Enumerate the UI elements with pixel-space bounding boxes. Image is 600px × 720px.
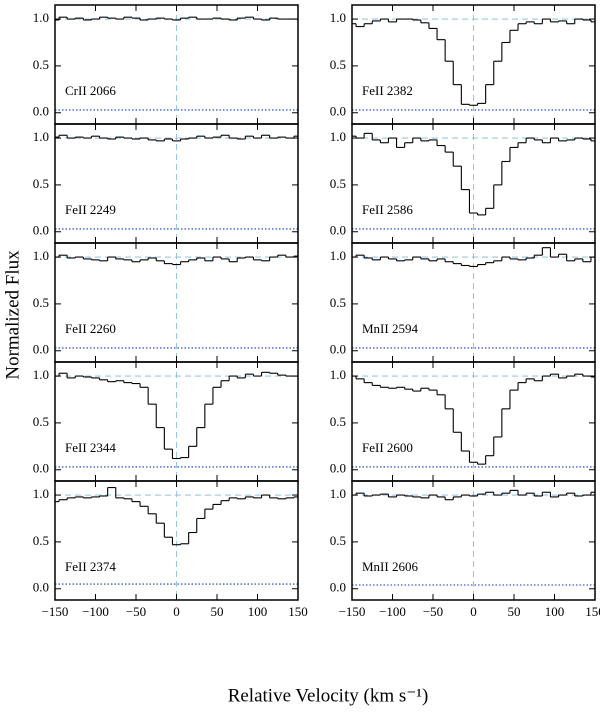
y-tick-label: 0.5 — [33, 414, 49, 429]
ion-label: FeII 2249 — [65, 202, 116, 217]
x-tick-label: 50 — [211, 604, 224, 619]
x-axis-label: Relative Velocity (km s⁻¹) — [228, 685, 429, 706]
ion-label: CrII 2066 — [65, 83, 116, 98]
panel: 0.0 0.5 1.0 FeII 2249 — [33, 123, 299, 244]
y-axis-label: Normalized Flux — [2, 250, 23, 380]
x-tick-label: −150 — [42, 604, 69, 619]
y-tick-label: 0.0 — [33, 104, 49, 119]
y-tick-label: 0.5 — [330, 295, 346, 310]
y-tick-label: 1.0 — [33, 10, 49, 25]
panel: 0.0 0.5 1.0 FeII 2382 — [330, 4, 596, 125]
panel: 0.0 0.5 1.0 FeII 2260 — [33, 242, 299, 363]
x-tick-label: −50 — [423, 604, 443, 619]
y-tick-label: 0.0 — [330, 580, 346, 595]
x-tick-label: 0 — [470, 604, 477, 619]
x-tick-label: −150 — [339, 604, 366, 619]
y-tick-label: 0.5 — [330, 176, 346, 191]
panel-frame — [54, 480, 299, 601]
panel: 0.0 0.5 1.0 FeII 2600 — [330, 361, 596, 482]
y-tick-label: 0.5 — [330, 414, 346, 429]
y-tick-label: 0.5 — [330, 533, 346, 548]
ion-label: FeII 2260 — [65, 321, 116, 336]
x-tick-label: 100 — [248, 604, 268, 619]
panel: 0.0 0.5 1.0 FeII 2586 — [330, 123, 596, 244]
ion-label: FeII 2374 — [65, 559, 116, 574]
panel: 0.0 0.5 1.0 CrII 2066 — [33, 4, 299, 125]
ion-label: FeII 2344 — [65, 440, 116, 455]
ion-label: FeII 2586 — [362, 202, 413, 217]
y-tick-label: 1.0 — [33, 129, 49, 144]
ion-label: MnII 2606 — [362, 559, 418, 574]
y-tick-label: 0.0 — [330, 342, 346, 357]
x-tick-label: −50 — [126, 604, 146, 619]
y-tick-label: 0.0 — [330, 461, 346, 476]
panel: 0.0 0.5 1.0 FeII 2344 — [33, 361, 299, 482]
y-tick-label: 0.0 — [33, 223, 49, 238]
y-tick-label: 1.0 — [33, 486, 49, 501]
y-tick-label: 1.0 — [330, 129, 346, 144]
panel: 0.0 0.5 1.0 MnII 2594 — [330, 242, 596, 363]
y-tick-label: 0.5 — [33, 533, 49, 548]
ion-label: FeII 2382 — [362, 83, 413, 98]
y-tick-label: 0.5 — [33, 57, 49, 72]
x-tick-label: 50 — [508, 604, 521, 619]
y-tick-label: 1.0 — [33, 248, 49, 263]
y-tick-label: 0.5 — [33, 295, 49, 310]
x-tick-label: −100 — [82, 604, 109, 619]
y-tick-label: 0.5 — [33, 176, 49, 191]
y-tick-label: 0.0 — [33, 580, 49, 595]
x-tick-label: 150 — [288, 604, 308, 619]
x-tick-label: 150 — [585, 604, 600, 619]
x-tick-label: −100 — [379, 604, 406, 619]
y-tick-label: 1.0 — [330, 367, 346, 382]
y-tick-label: 0.5 — [330, 57, 346, 72]
y-tick-label: 0.0 — [33, 461, 49, 476]
y-tick-label: 0.0 — [33, 342, 49, 357]
y-tick-label: 0.0 — [330, 223, 346, 238]
ion-label: FeII 2600 — [362, 440, 413, 455]
panel: 0.0 0.5 1.0 −150 −100 −50 0 50 100 150 MnII 2606 — [330, 480, 600, 619]
ion-label: MnII 2594 — [362, 321, 418, 336]
x-tick-label: 0 — [173, 604, 180, 619]
y-tick-label: 1.0 — [33, 367, 49, 382]
panel-frame — [351, 480, 596, 601]
y-tick-label: 1.0 — [330, 248, 346, 263]
y-tick-label: 1.0 — [330, 10, 346, 25]
y-tick-label: 1.0 — [330, 486, 346, 501]
panel: 0.0 0.5 1.0 −150 −100 −50 0 50 100 150 FeII 2374 — [33, 480, 308, 619]
x-tick-label: 100 — [545, 604, 565, 619]
y-tick-label: 0.0 — [330, 104, 346, 119]
